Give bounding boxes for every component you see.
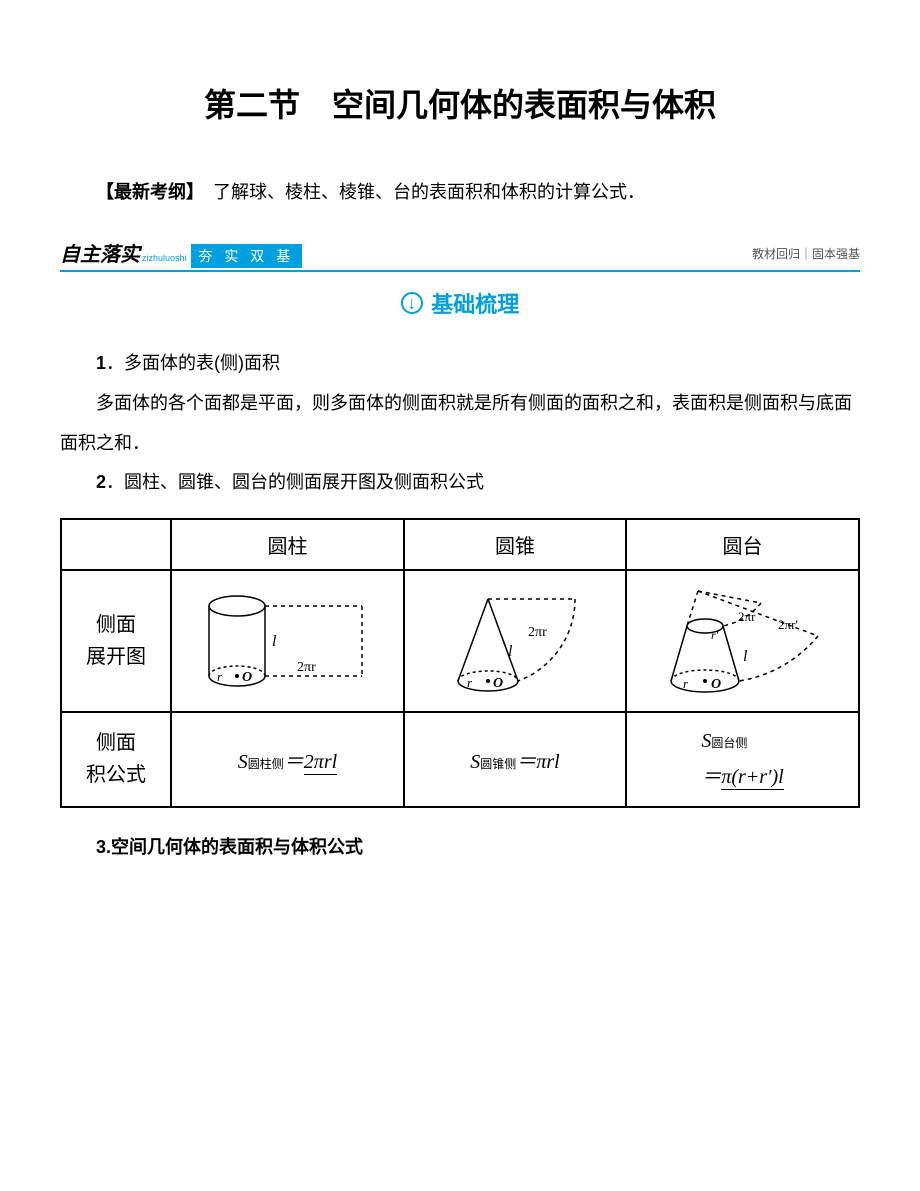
header-frustum: 圆台 <box>626 519 859 570</box>
point-3-head: 空间几何体的表面积与体积公式 <box>111 837 363 857</box>
blue-box: 夯 实 双 基 <box>191 244 303 268</box>
down-arrow-icon: ↓ <box>401 292 423 314</box>
point-1-heading: 1．多面体的表(侧)面积 <box>60 344 860 384</box>
svg-text:2πr′: 2πr′ <box>778 617 798 632</box>
svg-text:2πr: 2πr <box>738 609 756 624</box>
row-label-formula: 侧面积公式 <box>61 712 171 807</box>
fundamentals-text: 基础梳理 <box>431 292 519 317</box>
frustum-svg: l 2πr 2πr′ O r r′ <box>643 581 843 701</box>
page-title: 第二节 空间几何体的表面积与体积 <box>60 80 860 126</box>
point-3-num: 3. <box>96 837 111 857</box>
svg-text:r: r <box>217 669 223 684</box>
frustum-formula: S圆台侧 ＝π(r+r′)l <box>626 712 859 807</box>
svg-text:2πr: 2πr <box>297 660 316 675</box>
cylinder-diagram: l 2πr O r <box>171 570 404 712</box>
svg-text:2πr: 2πr <box>528 625 547 640</box>
pinyin: zizhuluoshi <box>142 253 187 263</box>
fundamentals-heading: ↓ 基础梳理 <box>60 287 860 319</box>
section-bar-left: 自主落实 zizhuluoshi 夯 实 双 基 <box>60 238 302 268</box>
point-2-head: ．圆柱、圆锥、圆台的侧面展开图及侧面积公式 <box>106 472 484 492</box>
section-bar-right: 教材回归｜固本强基 <box>752 245 860 262</box>
exam-outline-label: 【最新考纲】 <box>96 182 195 202</box>
cylinder-svg: l 2πr O r <box>187 581 387 701</box>
svg-text:O: O <box>493 676 503 691</box>
table-diagram-row: 侧面展开图 l 2πr O r <box>61 570 859 712</box>
header-cylinder: 圆柱 <box>171 519 404 570</box>
frustum-diagram: l 2πr 2πr′ O r r′ <box>626 570 859 712</box>
point-3-heading: 3.空间几何体的表面积与体积公式 <box>60 833 860 859</box>
point-1-num: 1 <box>96 353 106 373</box>
svg-text:l: l <box>272 633 277 650</box>
table-formula-row: 侧面积公式 S圆柱侧＝2πrl S圆锥侧＝πrl S圆台侧 ＝π(r+r′)l <box>61 712 859 807</box>
brush-title: 自主落实 <box>60 238 140 267</box>
point-2-num: 2 <box>96 472 106 492</box>
cone-diagram: l 2πr O r <box>404 570 626 712</box>
cone-formula: S圆锥侧＝πrl <box>404 712 626 807</box>
svg-text:r: r <box>467 675 473 690</box>
point-2-heading: 2．圆柱、圆锥、圆台的侧面展开图及侧面积公式 <box>60 463 860 503</box>
header-empty <box>61 519 171 570</box>
cylinder-formula: S圆柱侧＝2πrl <box>171 712 404 807</box>
header-cone: 圆锥 <box>404 519 626 570</box>
svg-text:r: r <box>683 676 689 691</box>
svg-text:O: O <box>711 677 721 692</box>
point-1-head: ．多面体的表(侧)面积 <box>106 353 280 373</box>
table-header-row: 圆柱 圆锥 圆台 <box>61 519 859 570</box>
svg-text:l: l <box>743 648 748 665</box>
svg-text:l: l <box>508 643 513 660</box>
exam-outline: 【最新考纲】 了解球、棱柱、棱锥、台的表面积和体积的计算公式． <box>60 176 860 208</box>
svg-text:O: O <box>242 670 252 685</box>
svg-text:r′: r′ <box>711 628 719 642</box>
exam-outline-text: 了解球、棱柱、棱锥、台的表面积和体积的计算公式． <box>195 182 645 202</box>
section-bar: 自主落实 zizhuluoshi 夯 实 双 基 教材回归｜固本强基 <box>60 238 860 272</box>
row-label-diagram: 侧面展开图 <box>61 570 171 712</box>
geometry-table: 圆柱 圆锥 圆台 侧面展开图 l 2πr O r <box>60 518 860 808</box>
point-1-text: 多面体的各个面都是平面，则多面体的侧面积就是所有侧面的面积之和，表面积是侧面积与… <box>60 384 860 463</box>
cone-svg: l 2πr O r <box>420 581 610 701</box>
